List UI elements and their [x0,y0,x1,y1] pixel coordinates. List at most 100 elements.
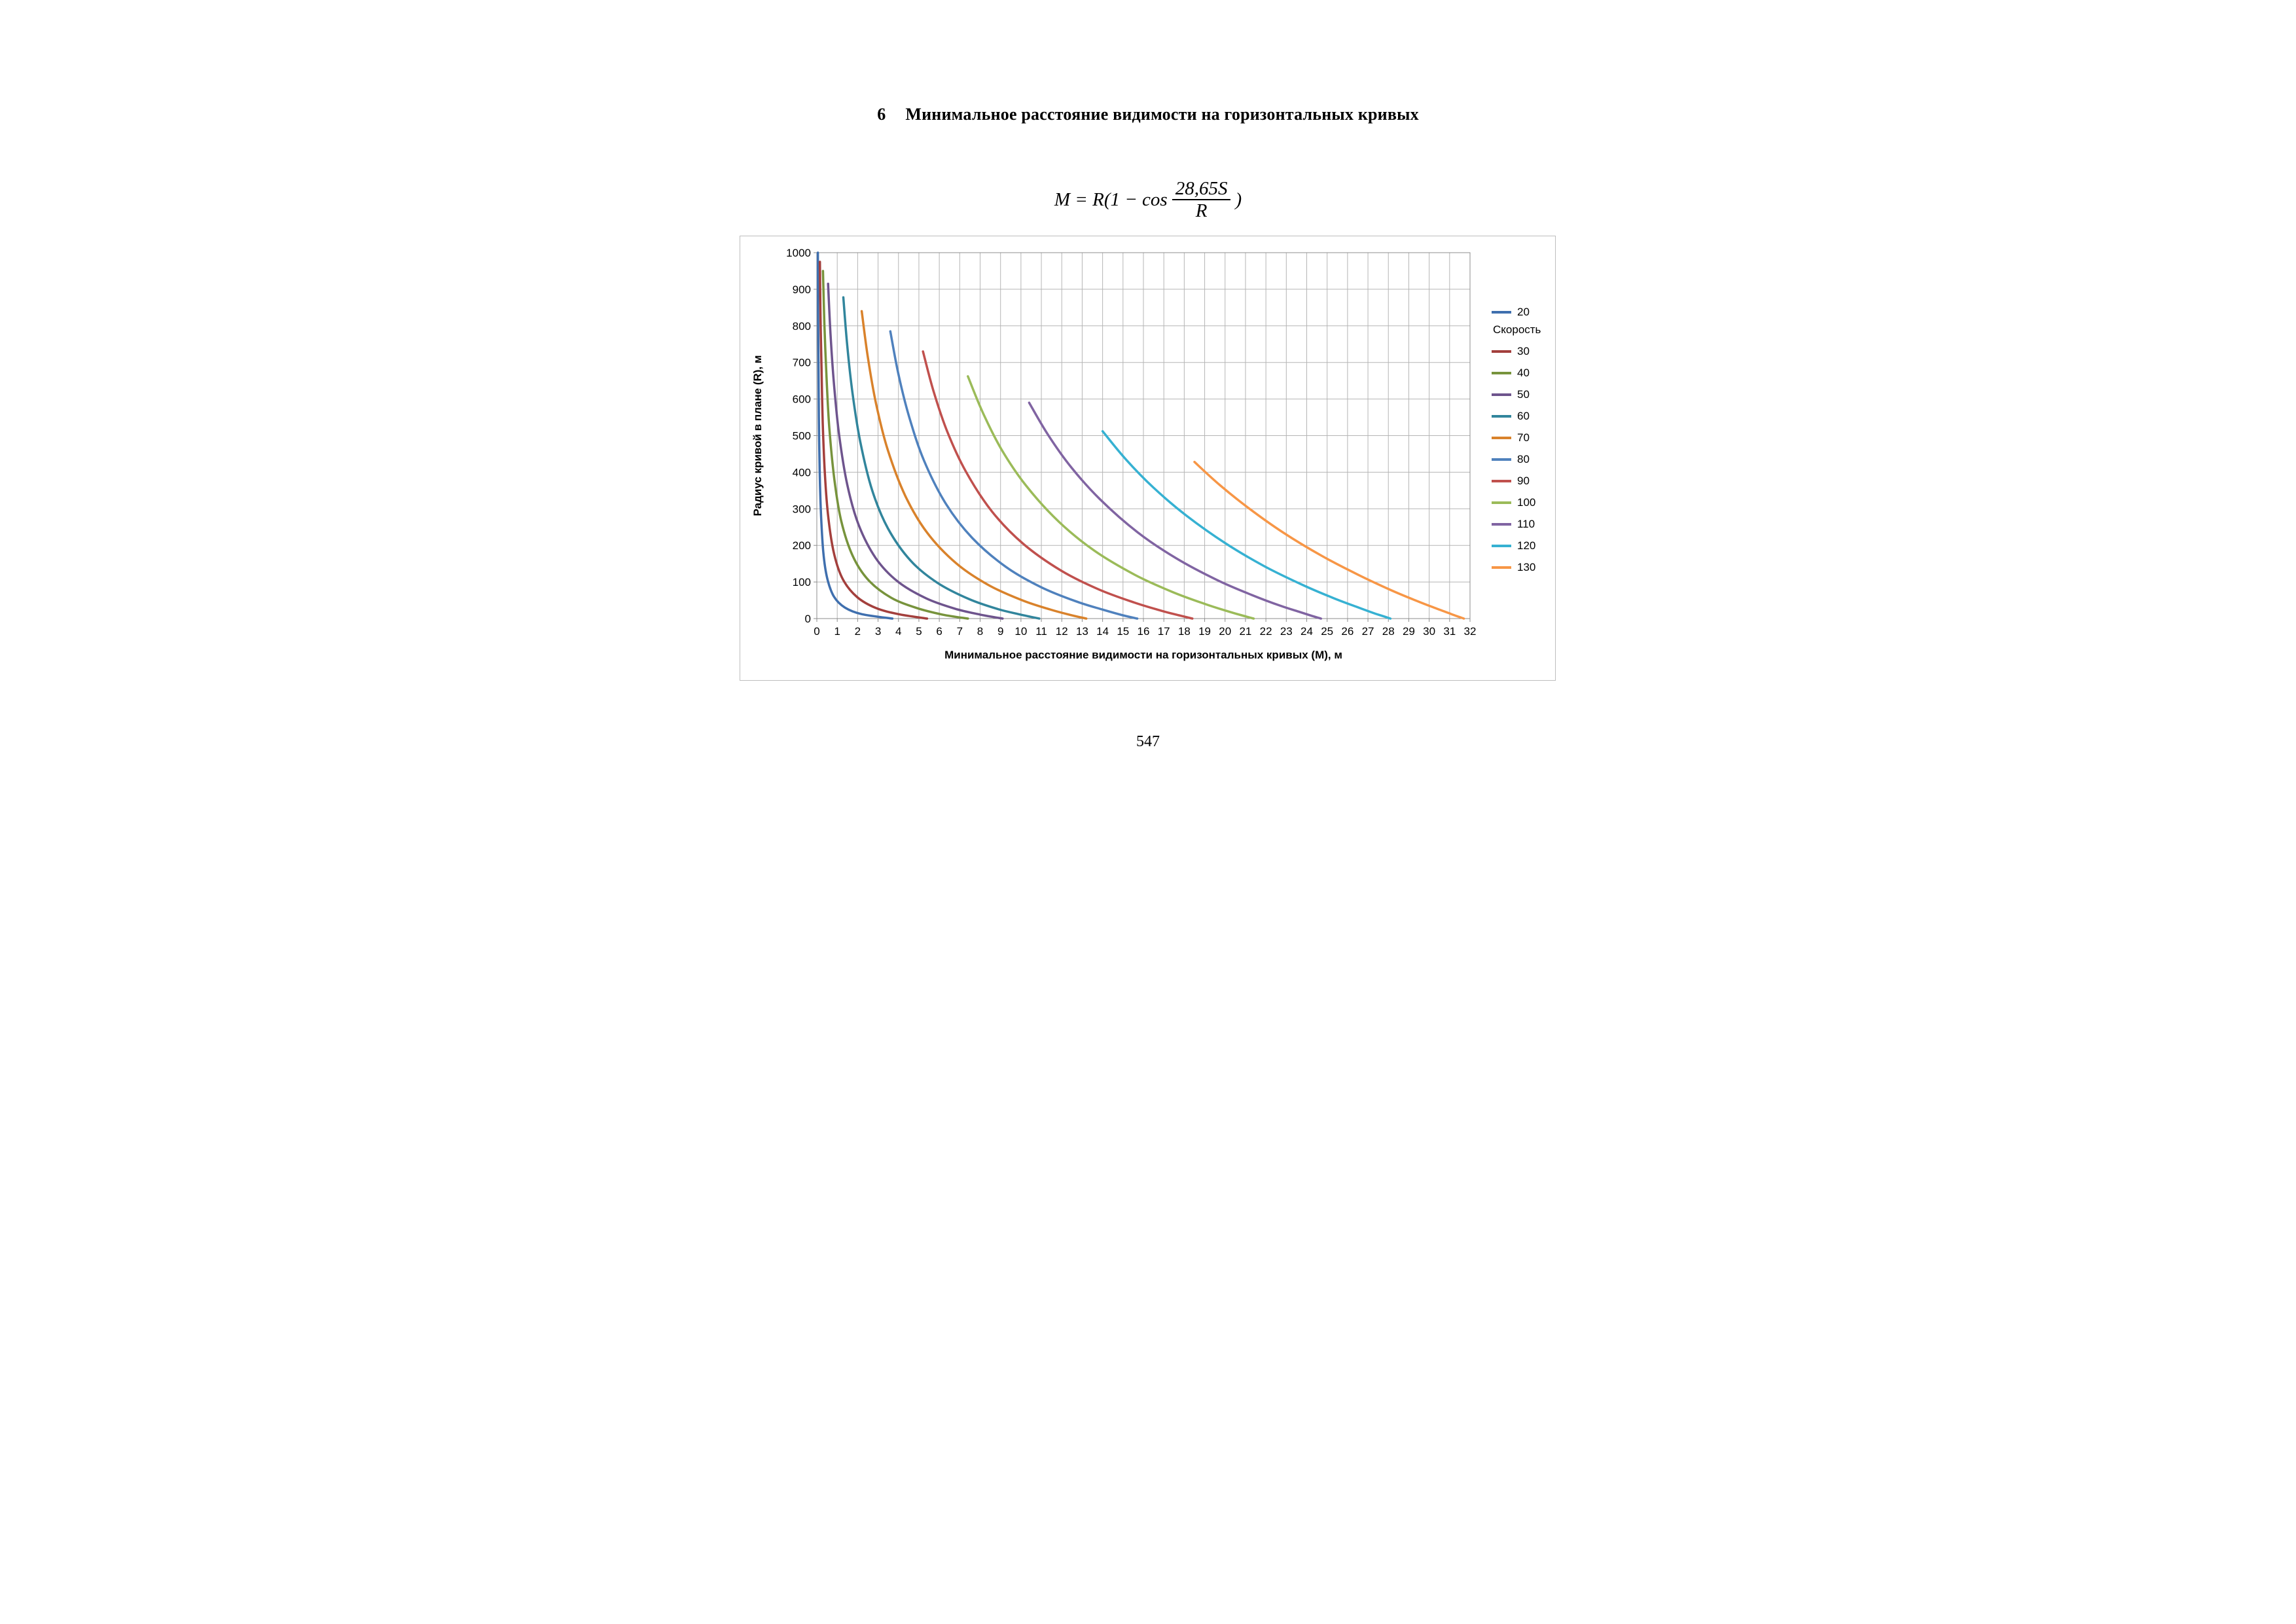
axis-tick-marks [814,252,1471,622]
section-number: 6 [877,105,886,124]
svg-text:20: 20 [1219,625,1231,638]
legend-item-20: 20 [1492,306,1541,319]
formula: M = R(1 − cos 28,65S R ) [574,178,1722,222]
legend-swatch-80 [1492,458,1511,461]
svg-text:22: 22 [1260,625,1272,638]
formula-lhs: M = R(1 − cos [1054,189,1168,210]
series-line-40 [821,270,969,620]
legend-item-100: 100 [1492,496,1541,509]
legend-label: 110 [1517,518,1535,530]
svg-text:10: 10 [1014,625,1027,638]
legend-swatch-30 [1492,350,1511,353]
svg-text:300: 300 [793,503,811,515]
svg-text:900: 900 [793,283,811,296]
legend-swatch-110 [1492,523,1511,526]
svg-text:31: 31 [1443,625,1456,638]
plot-svg: 0 1 2 3 4 5 6 7 8 9 10 11 12 13 14 15 16 17 18 19 20 21 22 23 24… [751,247,1476,661]
formula-denominator: R [1195,200,1208,222]
svg-text:800: 800 [793,320,811,333]
y-tick-labels: 0 100 200 300 400 500 600 700 800 900 1000 [786,247,811,625]
series-line-70 [860,310,1088,620]
page-number: 547 [1136,733,1160,750]
svg-text:15: 15 [1117,625,1129,638]
series-line-20 [816,251,894,620]
svg-text:19: 19 [1198,625,1211,638]
svg-text:1000: 1000 [786,247,811,259]
document-page: 6 Минимальное расстояние видимости на гор… [574,0,1722,812]
formula-numerator: 28,65S [1172,178,1231,201]
svg-text:24: 24 [1300,625,1313,638]
chart-frame: 0 1 2 3 4 5 6 7 8 9 10 11 12 13 14 15 16 17 18 19 20 21 22 23 24… [740,236,1556,681]
svg-text:16: 16 [1138,625,1150,638]
legend-label: 40 [1517,367,1530,379]
legend-label: 130 [1517,561,1536,573]
page-title: 6 Минимальное расстояние видимости на гор… [574,105,1722,124]
series-line-130 [1193,460,1465,620]
svg-text:0: 0 [805,613,811,625]
x-axis-title: Минимальное расстояние видимости на гори… [944,649,1342,661]
legend: 20 Скорость 30 40 50 60 70 80 90 100 110 120 130 [1492,306,1541,574]
svg-text:30: 30 [1423,625,1435,638]
legend-item-90: 90 [1492,475,1541,488]
svg-text:8: 8 [977,625,983,638]
svg-text:100: 100 [793,576,811,588]
section-title-text: Минимальное расстояние видимости на гори… [905,105,1419,124]
svg-text:14: 14 [1096,625,1109,638]
svg-text:26: 26 [1341,625,1354,638]
legend-item-130: 130 [1492,561,1541,574]
svg-text:32: 32 [1464,625,1477,638]
legend-swatch-40 [1492,372,1511,374]
svg-text:28: 28 [1382,625,1395,638]
series-line-50 [827,282,1004,620]
svg-text:25: 25 [1321,625,1333,638]
series-line-30 [818,261,929,620]
svg-text:23: 23 [1280,625,1293,638]
svg-text:21: 21 [1239,625,1251,638]
svg-text:400: 400 [793,466,811,478]
svg-text:5: 5 [916,625,922,638]
svg-text:2: 2 [855,625,861,638]
legend-label: 30 [1517,345,1530,357]
y-axis-title: Радиус кривой в плане (R), м [751,355,764,516]
legend-item-30: 30 [1492,345,1541,358]
formula-rhs: ) [1235,189,1242,210]
legend-label: 50 [1517,388,1530,401]
legend-item-40: 40 [1492,367,1541,380]
legend-label: 20 [1517,306,1530,318]
svg-text:7: 7 [957,625,963,638]
svg-text:6: 6 [936,625,942,638]
svg-text:12: 12 [1056,625,1068,638]
series-line-120 [1101,430,1392,620]
legend-swatch-90 [1492,480,1511,482]
legend-swatch-50 [1492,393,1511,396]
x-tick-labels: 0 1 2 3 4 5 6 7 8 9 10 11 12 13 14 15 16 17 18 19 20 21 22 23 24… [814,625,1476,638]
legend-label: 90 [1517,475,1530,487]
legend-item-110: 110 [1492,518,1541,531]
svg-text:3: 3 [875,625,881,638]
series-line-90 [922,350,1194,620]
svg-text:29: 29 [1403,625,1415,638]
legend-swatch-130 [1492,566,1511,569]
svg-text:17: 17 [1158,625,1170,638]
legend-swatch-60 [1492,415,1511,418]
svg-text:0: 0 [814,625,819,638]
legend-label: 80 [1517,453,1530,465]
svg-text:13: 13 [1076,625,1088,638]
svg-text:11: 11 [1035,625,1047,638]
legend-item-70: 70 [1492,431,1541,444]
legend-item-50: 50 [1492,388,1541,401]
series-line-80 [889,330,1139,620]
svg-text:9: 9 [997,625,1003,638]
legend-heading: Скорость [1493,323,1541,336]
series-line-110 [1028,401,1323,620]
series-line-100 [967,375,1255,620]
legend-swatch-70 [1492,437,1511,439]
svg-text:200: 200 [793,539,811,552]
svg-text:700: 700 [793,357,811,369]
legend-item-80: 80 [1492,453,1541,466]
gridlines [816,252,1471,619]
svg-text:18: 18 [1178,625,1191,638]
legend-label: 60 [1517,410,1530,422]
legend-swatch-20 [1492,311,1511,314]
legend-swatch-100 [1492,501,1511,504]
